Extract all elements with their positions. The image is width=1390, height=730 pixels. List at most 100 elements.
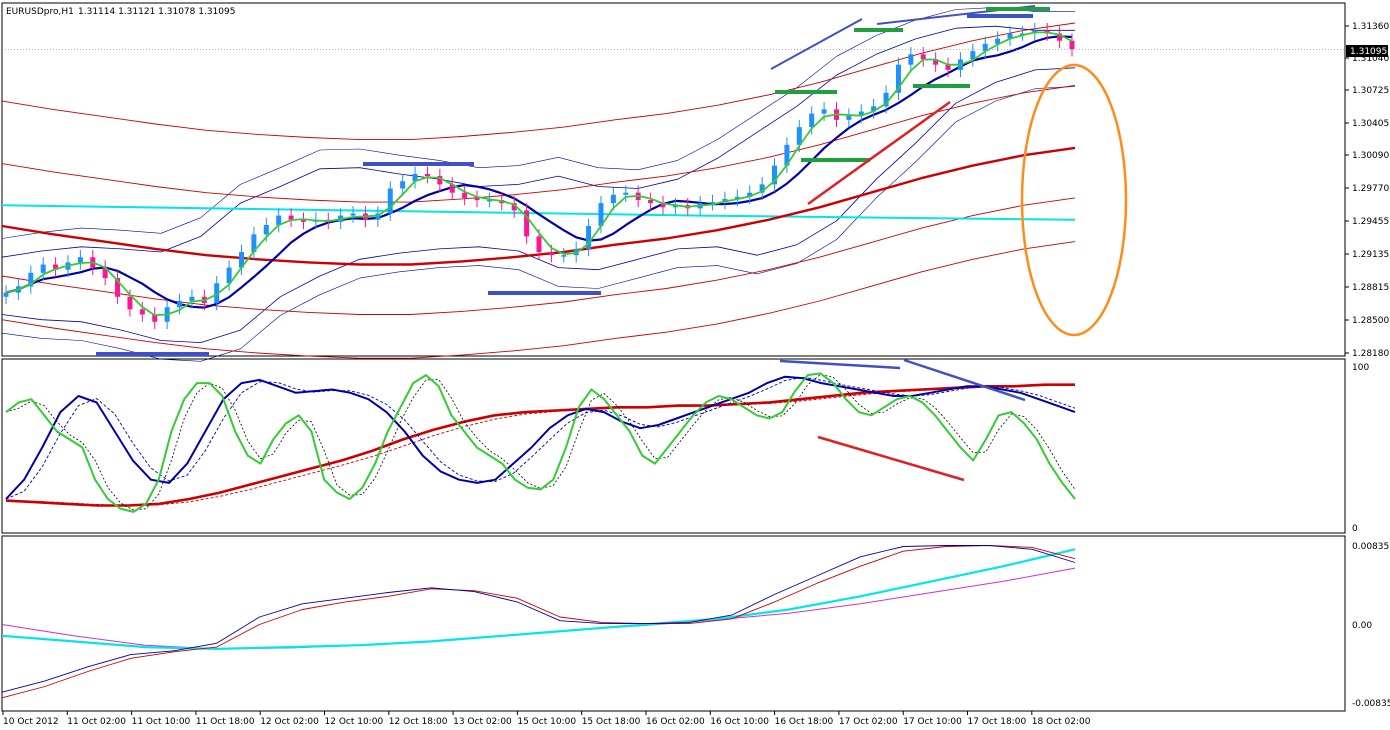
macd-cyan-line	[1, 548, 1076, 651]
candle-body	[276, 215, 282, 225]
macd-axis-label: 0.00835	[1352, 542, 1389, 552]
candle-body	[474, 197, 480, 200]
macd-red-line	[1, 545, 1076, 699]
time-axis-label: 12 Oct 02:00	[260, 717, 319, 727]
candle-body	[387, 188, 393, 214]
candle-body	[747, 192, 753, 197]
envelope-outer-lower-line	[1, 241, 1076, 359]
price-axis-label: 1.31360	[1352, 22, 1389, 32]
candle-body	[1019, 33, 1025, 35]
price-axis-label: 1.30405	[1352, 119, 1389, 129]
oscillator-axis-label: 0	[1352, 524, 1358, 534]
price-axis-label: 1.28500	[1352, 316, 1389, 326]
candle-body	[660, 203, 666, 208]
price-axis-label: 1.30090	[1352, 151, 1389, 161]
time-axis-label: 17 Oct 10:00	[903, 717, 962, 727]
candle-body	[846, 115, 852, 120]
candle-body	[623, 192, 629, 195]
time-axis-label: 15 Oct 10:00	[517, 717, 576, 727]
price-axis-label: 1.30725	[1352, 86, 1389, 96]
trendline-blue	[770, 18, 863, 70]
time-axis-label: 16 Oct 10:00	[710, 717, 769, 727]
time-axis-label: 16 Oct 02:00	[646, 717, 705, 727]
oscillator-green-signal	[5, 373, 1076, 511]
candle-body	[821, 109, 827, 114]
macd-axis-label: -0.00835	[1352, 699, 1390, 709]
candle-body	[3, 292, 9, 297]
price-panel[interactable]	[1, 2, 1346, 357]
candle-body	[177, 300, 183, 308]
candle-body	[375, 213, 381, 220]
candle-body	[908, 54, 914, 65]
time-axis-label: 11 Oct 02:00	[67, 717, 126, 727]
macd-panel[interactable]	[1, 535, 1346, 712]
candle-body	[982, 43, 988, 52]
envelope-upper-line	[1, 85, 1076, 203]
candle-body	[809, 113, 815, 128]
candle-body	[486, 199, 492, 202]
moving-average-green	[5, 31, 1073, 317]
time-axis-label: 18 Oct 02:00	[1032, 717, 1091, 727]
bollinger-band-line	[1, 7, 1075, 239]
ohlc-values: 1.31114 1.31121 1.31078 1.31095	[78, 7, 235, 17]
candle-body	[53, 264, 59, 270]
candle-body	[511, 203, 517, 211]
candle-body	[586, 226, 592, 249]
candle-body	[784, 144, 790, 166]
oscillator-blue-signal	[5, 376, 1076, 500]
price-axis-label: 1.31040	[1352, 54, 1389, 64]
candle-body	[548, 252, 554, 256]
candle-body	[970, 51, 976, 60]
bollinger-band-line	[1, 86, 1076, 362]
oscillator-trendline-blue	[903, 358, 1026, 402]
price-layer	[1, 5, 1345, 362]
bollinger-band-line	[1, 25, 1075, 258]
macd-layer	[1, 545, 1076, 699]
candle-body	[251, 234, 257, 253]
candle-body	[462, 192, 468, 198]
oscillator-layer	[5, 358, 1076, 513]
candle-body	[77, 257, 83, 263]
candle-body	[672, 205, 678, 208]
price-axis-label: 1.29135	[1352, 250, 1389, 260]
time-axis-label: 11 Oct 18:00	[196, 717, 255, 727]
oscillator-panel[interactable]	[1, 358, 1346, 534]
price-axis-label: 1.29455	[1352, 217, 1389, 227]
candle-body	[127, 296, 133, 310]
candle-body	[895, 64, 901, 93]
candle-body	[152, 314, 158, 322]
oscillator-trendline-blue	[779, 359, 901, 370]
oscillator-red-signal	[5, 384, 1076, 506]
macd-axis-label: 0.00	[1352, 621, 1372, 631]
candle-body	[263, 224, 269, 235]
time-axis-label: 13 Oct 02:00	[453, 717, 512, 727]
candle-body	[189, 296, 195, 301]
candle-body	[883, 92, 889, 107]
price-axis-label: 1.29770	[1352, 184, 1389, 194]
candle-body	[524, 210, 530, 237]
highlight-ellipse	[1020, 63, 1128, 337]
time-axis-label: 12 Oct 10:00	[325, 717, 384, 727]
candle-body	[300, 219, 306, 222]
oscillator-green-line	[5, 372, 1076, 513]
candle-body	[239, 252, 245, 268]
candle-body	[945, 64, 951, 70]
candle-body	[858, 111, 864, 116]
time-axis-label: 16 Oct 18:00	[775, 717, 834, 727]
candle-body	[437, 176, 443, 185]
current-price-tag	[1346, 45, 1388, 57]
macd-blue-line	[1, 545, 1076, 693]
candle-body	[772, 165, 778, 185]
candle-body	[759, 184, 765, 193]
candle-body	[288, 215, 294, 220]
candle-body	[1057, 33, 1063, 41]
oscillator-red-line	[5, 383, 1075, 507]
candle-body	[648, 199, 654, 204]
candle-body	[995, 38, 1001, 44]
axis-layer: 1.31360 1.31040 1.30725 1.30405 1.30090 1.297…	[2, 22, 1390, 727]
time-axis-label: 17 Oct 02:00	[839, 717, 898, 727]
oscillator-axis-label: 100	[1352, 363, 1369, 373]
candle-body	[350, 213, 356, 216]
oscillator-blue-line	[5, 375, 1076, 500]
